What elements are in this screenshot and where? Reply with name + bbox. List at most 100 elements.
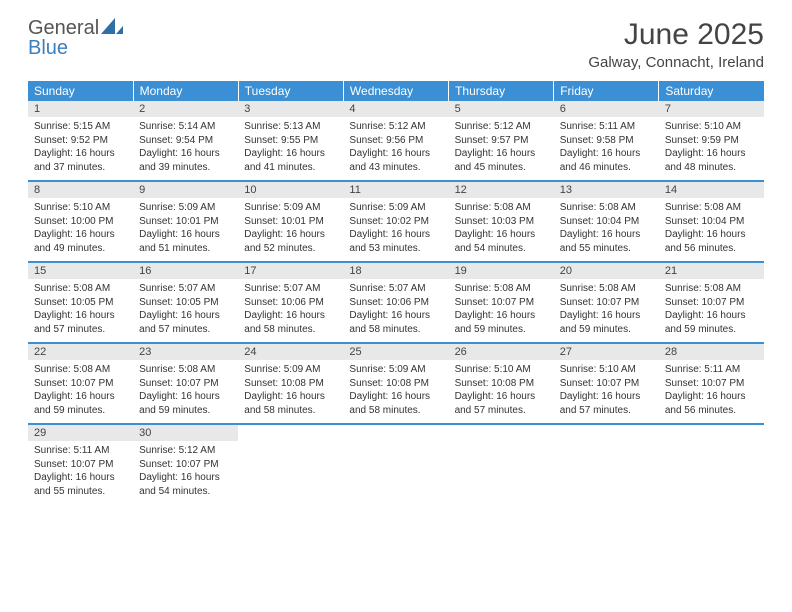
sunrise-line: Sunrise: 5:08 AM xyxy=(665,201,758,215)
day-body: Sunrise: 5:12 AMSunset: 9:57 PMDaylight:… xyxy=(449,117,554,180)
calendar-cell: 10Sunrise: 5:09 AMSunset: 10:01 PMDaylig… xyxy=(238,181,343,262)
calendar-cell xyxy=(343,424,448,504)
calendar-cell: 4Sunrise: 5:12 AMSunset: 9:56 PMDaylight… xyxy=(343,101,448,181)
calendar-cell: 2Sunrise: 5:14 AMSunset: 9:54 PMDaylight… xyxy=(133,101,238,181)
sunset-line: Sunset: 10:00 PM xyxy=(34,215,127,229)
calendar-cell: 3Sunrise: 5:13 AMSunset: 9:55 PMDaylight… xyxy=(238,101,343,181)
day-body: Sunrise: 5:10 AMSunset: 10:08 PMDaylight… xyxy=(449,360,554,423)
day-body: Sunrise: 5:08 AMSunset: 10:07 PMDaylight… xyxy=(28,360,133,423)
day-number: 20 xyxy=(554,263,659,279)
calendar-cell: 18Sunrise: 5:07 AMSunset: 10:06 PMDaylig… xyxy=(343,262,448,343)
day-body: Sunrise: 5:10 AMSunset: 9:59 PMDaylight:… xyxy=(659,117,764,180)
sunrise-line: Sunrise: 5:08 AM xyxy=(455,282,548,296)
sunrise-line: Sunrise: 5:07 AM xyxy=(244,282,337,296)
daylight-line: Daylight: 16 hours and 37 minutes. xyxy=(34,147,127,174)
month-title: June 2025 xyxy=(588,18,764,52)
location: Galway, Connacht, Ireland xyxy=(588,54,764,71)
day-number: 14 xyxy=(659,182,764,198)
sunrise-line: Sunrise: 5:14 AM xyxy=(139,120,232,134)
day-number: 25 xyxy=(343,344,448,360)
calendar-cell: 11Sunrise: 5:09 AMSunset: 10:02 PMDaylig… xyxy=(343,181,448,262)
sunrise-line: Sunrise: 5:11 AM xyxy=(560,120,653,134)
sunrise-line: Sunrise: 5:10 AM xyxy=(34,201,127,215)
daylight-line: Daylight: 16 hours and 53 minutes. xyxy=(349,228,442,255)
calendar-cell: 20Sunrise: 5:08 AMSunset: 10:07 PMDaylig… xyxy=(554,262,659,343)
day-body: Sunrise: 5:10 AMSunset: 10:07 PMDaylight… xyxy=(554,360,659,423)
day-number: 27 xyxy=(554,344,659,360)
daylight-line: Daylight: 16 hours and 48 minutes. xyxy=(665,147,758,174)
day-body: Sunrise: 5:07 AMSunset: 10:06 PMDaylight… xyxy=(238,279,343,342)
daylight-line: Daylight: 16 hours and 59 minutes. xyxy=(665,309,758,336)
daylight-line: Daylight: 16 hours and 59 minutes. xyxy=(139,390,232,417)
day-number: 23 xyxy=(133,344,238,360)
sunrise-line: Sunrise: 5:09 AM xyxy=(244,201,337,215)
sunset-line: Sunset: 10:07 PM xyxy=(139,377,232,391)
sunrise-line: Sunrise: 5:08 AM xyxy=(455,201,548,215)
daylight-line: Daylight: 16 hours and 56 minutes. xyxy=(665,390,758,417)
day-number: 4 xyxy=(343,101,448,117)
sunset-line: Sunset: 9:57 PM xyxy=(455,134,548,148)
calendar-cell: 16Sunrise: 5:07 AMSunset: 10:05 PMDaylig… xyxy=(133,262,238,343)
calendar-cell: 5Sunrise: 5:12 AMSunset: 9:57 PMDaylight… xyxy=(449,101,554,181)
calendar-cell: 14Sunrise: 5:08 AMSunset: 10:04 PMDaylig… xyxy=(659,181,764,262)
sunset-line: Sunset: 10:07 PM xyxy=(560,296,653,310)
sunrise-line: Sunrise: 5:12 AM xyxy=(349,120,442,134)
day-header: Thursday xyxy=(449,81,554,101)
sunset-line: Sunset: 10:08 PM xyxy=(244,377,337,391)
sunset-line: Sunset: 10:04 PM xyxy=(560,215,653,229)
day-number: 2 xyxy=(133,101,238,117)
day-number: 8 xyxy=(28,182,133,198)
sunrise-line: Sunrise: 5:09 AM xyxy=(139,201,232,215)
calendar-cell: 6Sunrise: 5:11 AMSunset: 9:58 PMDaylight… xyxy=(554,101,659,181)
sunrise-line: Sunrise: 5:15 AM xyxy=(34,120,127,134)
daylight-line: Daylight: 16 hours and 54 minutes. xyxy=(455,228,548,255)
calendar-cell: 27Sunrise: 5:10 AMSunset: 10:07 PMDaylig… xyxy=(554,343,659,424)
sunset-line: Sunset: 10:04 PM xyxy=(665,215,758,229)
sunrise-line: Sunrise: 5:07 AM xyxy=(139,282,232,296)
day-number: 15 xyxy=(28,263,133,279)
calendar-row: 15 Sunrise: 5:08 AM Sunset: 10:05 PM Daylig… xyxy=(28,262,764,343)
day-number: 26 xyxy=(449,344,554,360)
day-number: 22 xyxy=(28,344,133,360)
daylight-line: Daylight: 16 hours and 59 minutes. xyxy=(560,309,653,336)
calendar-cell: 26Sunrise: 5:10 AMSunset: 10:08 PMDaylig… xyxy=(449,343,554,424)
day-body: Sunrise: 5:07 AMSunset: 10:06 PMDaylight… xyxy=(343,279,448,342)
calendar-cell: 30Sunrise: 5:12 AMSunset: 10:07 PMDaylig… xyxy=(133,424,238,504)
day-body: Sunrise: 5:08 AMSunset: 10:04 PMDaylight… xyxy=(554,198,659,261)
calendar-row: 29Sunrise: 5:11 AMSunset: 10:07 PMDaylig… xyxy=(28,424,764,504)
daylight-line: Daylight: 16 hours and 57 minutes. xyxy=(560,390,653,417)
daylight-line: Daylight: 16 hours and 45 minutes. xyxy=(455,147,548,174)
daylight-line: Daylight: 16 hours and 43 minutes. xyxy=(349,147,442,174)
day-body: Sunrise: 5:08 AMSunset: 10:04 PMDaylight… xyxy=(659,198,764,261)
daylight-line: Daylight: 16 hours and 58 minutes. xyxy=(349,390,442,417)
day-header: Saturday xyxy=(659,81,764,101)
day-body: Sunrise: 5:08 AMSunset: 10:03 PMDaylight… xyxy=(449,198,554,261)
day-number: 28 xyxy=(659,344,764,360)
daylight-line: Daylight: 16 hours and 51 minutes. xyxy=(139,228,232,255)
logo: General Blue xyxy=(28,18,123,58)
sunset-line: Sunset: 10:07 PM xyxy=(34,377,127,391)
sunset-line: Sunset: 10:07 PM xyxy=(455,296,548,310)
logo-text-general: General xyxy=(28,17,99,39)
sunset-line: Sunset: 10:07 PM xyxy=(139,458,232,472)
day-body: Sunrise: 5:08 AMSunset: 10:07 PMDaylight… xyxy=(133,360,238,423)
calendar-cell xyxy=(554,424,659,504)
day-header: Sunday xyxy=(28,81,133,101)
day-body: Sunrise: 5:09 AMSunset: 10:08 PMDaylight… xyxy=(238,360,343,423)
day-body: Sunrise: 5:11 AMSunset: 9:58 PMDaylight:… xyxy=(554,117,659,180)
calendar-row: 8 Sunrise: 5:10 AMSunset: 10:00 PM Dayligh… xyxy=(28,181,764,262)
day-number: 3 xyxy=(238,101,343,117)
sunset-line: Sunset: 10:02 PM xyxy=(349,215,442,229)
day-body: Sunrise: 5:09 AMSunset: 10:08 PMDaylight… xyxy=(343,360,448,423)
calendar-cell: 12Sunrise: 5:08 AMSunset: 10:03 PMDaylig… xyxy=(449,181,554,262)
day-header-row: Sunday Monday Tuesday Wednesday Thursday… xyxy=(28,81,764,101)
calendar-row: 22Sunrise: 5:08 AMSunset: 10:07 PMDaylig… xyxy=(28,343,764,424)
calendar-cell: 24Sunrise: 5:09 AMSunset: 10:08 PMDaylig… xyxy=(238,343,343,424)
daylight-line: Daylight: 16 hours and 55 minutes. xyxy=(560,228,653,255)
day-header: Friday xyxy=(554,81,659,101)
sunrise-line: Sunrise: 5:11 AM xyxy=(665,363,758,377)
day-number: 7 xyxy=(659,101,764,117)
calendar-cell: 8Sunrise: 5:10 AMSunset: 10:00 PMDayligh… xyxy=(28,181,133,262)
calendar-cell: 23Sunrise: 5:08 AMSunset: 10:07 PMDaylig… xyxy=(133,343,238,424)
sunset-line: Sunset: 10:05 PM xyxy=(34,296,127,310)
